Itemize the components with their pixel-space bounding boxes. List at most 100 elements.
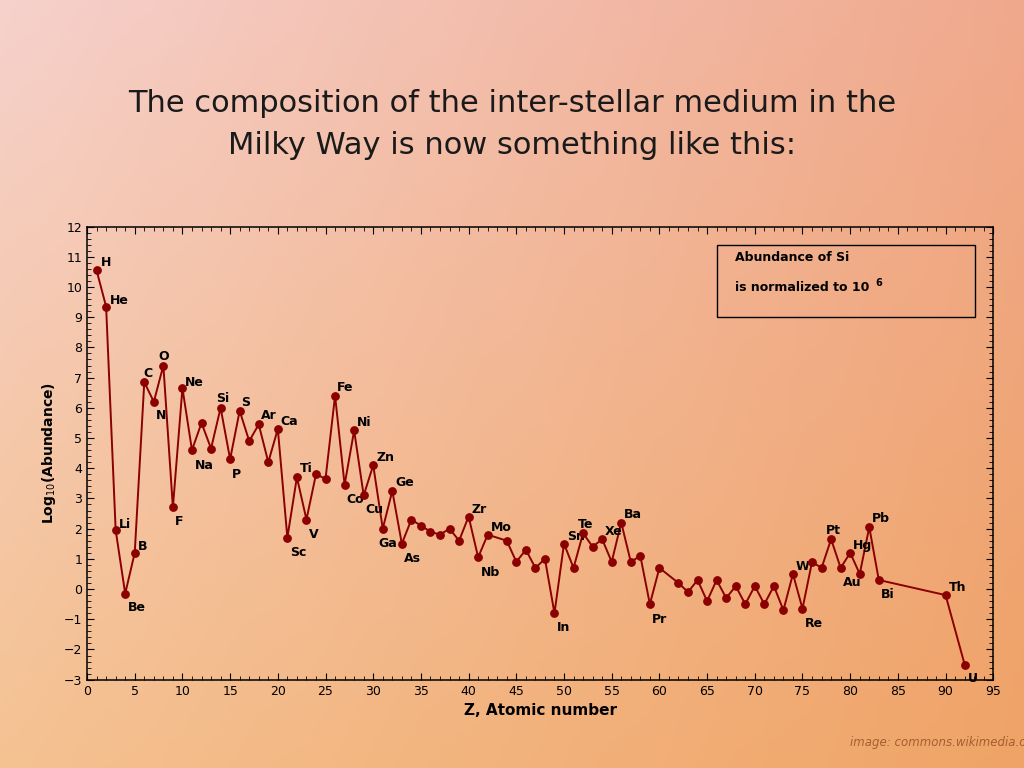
Point: [98, 300, 115, 313]
Point: [784, 568, 801, 580]
Point: [298, 514, 314, 526]
Point: [355, 489, 372, 502]
Text: Abundance of Si: Abundance of Si: [735, 251, 849, 264]
Point: [269, 423, 286, 435]
Text: Ca: Ca: [281, 415, 298, 428]
Text: C: C: [143, 366, 153, 379]
Point: [623, 556, 639, 568]
Text: Cu: Cu: [366, 503, 384, 516]
Point: [727, 580, 743, 592]
Point: [537, 553, 553, 565]
Point: [585, 541, 601, 553]
Point: [870, 574, 887, 586]
Text: B: B: [137, 540, 147, 553]
Point: [136, 376, 153, 389]
Text: Zr: Zr: [471, 502, 486, 515]
Point: [518, 544, 535, 556]
Point: [231, 405, 248, 417]
Point: [203, 442, 219, 455]
Point: [393, 538, 410, 550]
Text: Pb: Pb: [872, 512, 890, 525]
Text: Pt: Pt: [826, 525, 842, 538]
Text: Bi: Bi: [881, 588, 894, 601]
Text: Milky Way is now something like this:: Milky Way is now something like this:: [228, 131, 796, 161]
Text: Ar: Ar: [261, 409, 276, 422]
Point: [594, 533, 610, 545]
Text: In: In: [557, 621, 570, 634]
Text: Re: Re: [805, 617, 822, 631]
Text: He: He: [110, 294, 129, 307]
Text: Xe: Xe: [605, 525, 623, 538]
Text: P: P: [232, 468, 242, 481]
Point: [317, 472, 334, 485]
Text: Na: Na: [195, 458, 214, 472]
Point: [194, 417, 210, 429]
Point: [632, 550, 648, 562]
Point: [842, 547, 858, 559]
Point: [375, 522, 391, 535]
Point: [479, 528, 496, 541]
Point: [156, 359, 172, 372]
Text: Zn: Zn: [376, 451, 394, 464]
Point: [804, 556, 820, 568]
Text: As: As: [403, 551, 421, 564]
Text: Hg: Hg: [853, 539, 872, 551]
Point: [88, 264, 104, 276]
Point: [327, 389, 343, 402]
Text: O: O: [159, 350, 169, 363]
Point: [432, 528, 449, 541]
Text: W: W: [796, 560, 810, 573]
Text: Au: Au: [843, 576, 861, 589]
Point: [709, 574, 725, 586]
Text: Ti: Ti: [300, 462, 312, 475]
Text: U: U: [968, 672, 978, 684]
Point: [183, 444, 200, 456]
Point: [766, 580, 782, 592]
Point: [441, 522, 458, 535]
Text: Li: Li: [119, 518, 131, 531]
Point: [308, 468, 325, 481]
Point: [289, 471, 305, 483]
Text: Th: Th: [948, 581, 966, 594]
Point: [337, 478, 353, 491]
Text: Sn: Sn: [567, 530, 585, 543]
Text: The composition of the inter-stellar medium in the: The composition of the inter-stellar med…: [128, 89, 896, 118]
Point: [737, 598, 754, 611]
Text: Ga: Ga: [378, 538, 396, 550]
Point: [795, 603, 811, 615]
Y-axis label: Log$_{10}$(Abundance): Log$_{10}$(Abundance): [40, 382, 58, 524]
Point: [470, 551, 486, 564]
Text: S: S: [242, 396, 251, 409]
Point: [861, 521, 878, 533]
Point: [365, 459, 381, 472]
Point: [565, 561, 582, 574]
Point: [451, 535, 467, 547]
Point: [251, 419, 267, 431]
Text: Ba: Ba: [624, 508, 642, 521]
Text: Ni: Ni: [357, 416, 372, 429]
Point: [937, 589, 953, 601]
Text: H: H: [100, 257, 111, 270]
Text: Sc: Sc: [290, 546, 306, 559]
Point: [699, 595, 716, 607]
Point: [823, 533, 840, 545]
Text: Mo: Mo: [490, 521, 511, 534]
Text: Fe: Fe: [337, 381, 353, 394]
Point: [346, 424, 362, 436]
Point: [260, 456, 276, 468]
Point: [718, 592, 734, 604]
Point: [174, 382, 190, 394]
Point: [508, 556, 524, 568]
Point: [671, 577, 687, 589]
Point: [127, 547, 143, 559]
Point: [280, 531, 296, 544]
Point: [689, 574, 706, 586]
Text: Nb: Nb: [481, 566, 501, 579]
Text: Pr: Pr: [651, 613, 667, 626]
Point: [384, 485, 400, 497]
Text: Co: Co: [346, 493, 365, 506]
Point: [642, 598, 658, 611]
Point: [145, 396, 162, 408]
Text: Ne: Ne: [185, 376, 204, 389]
Point: [956, 658, 973, 670]
